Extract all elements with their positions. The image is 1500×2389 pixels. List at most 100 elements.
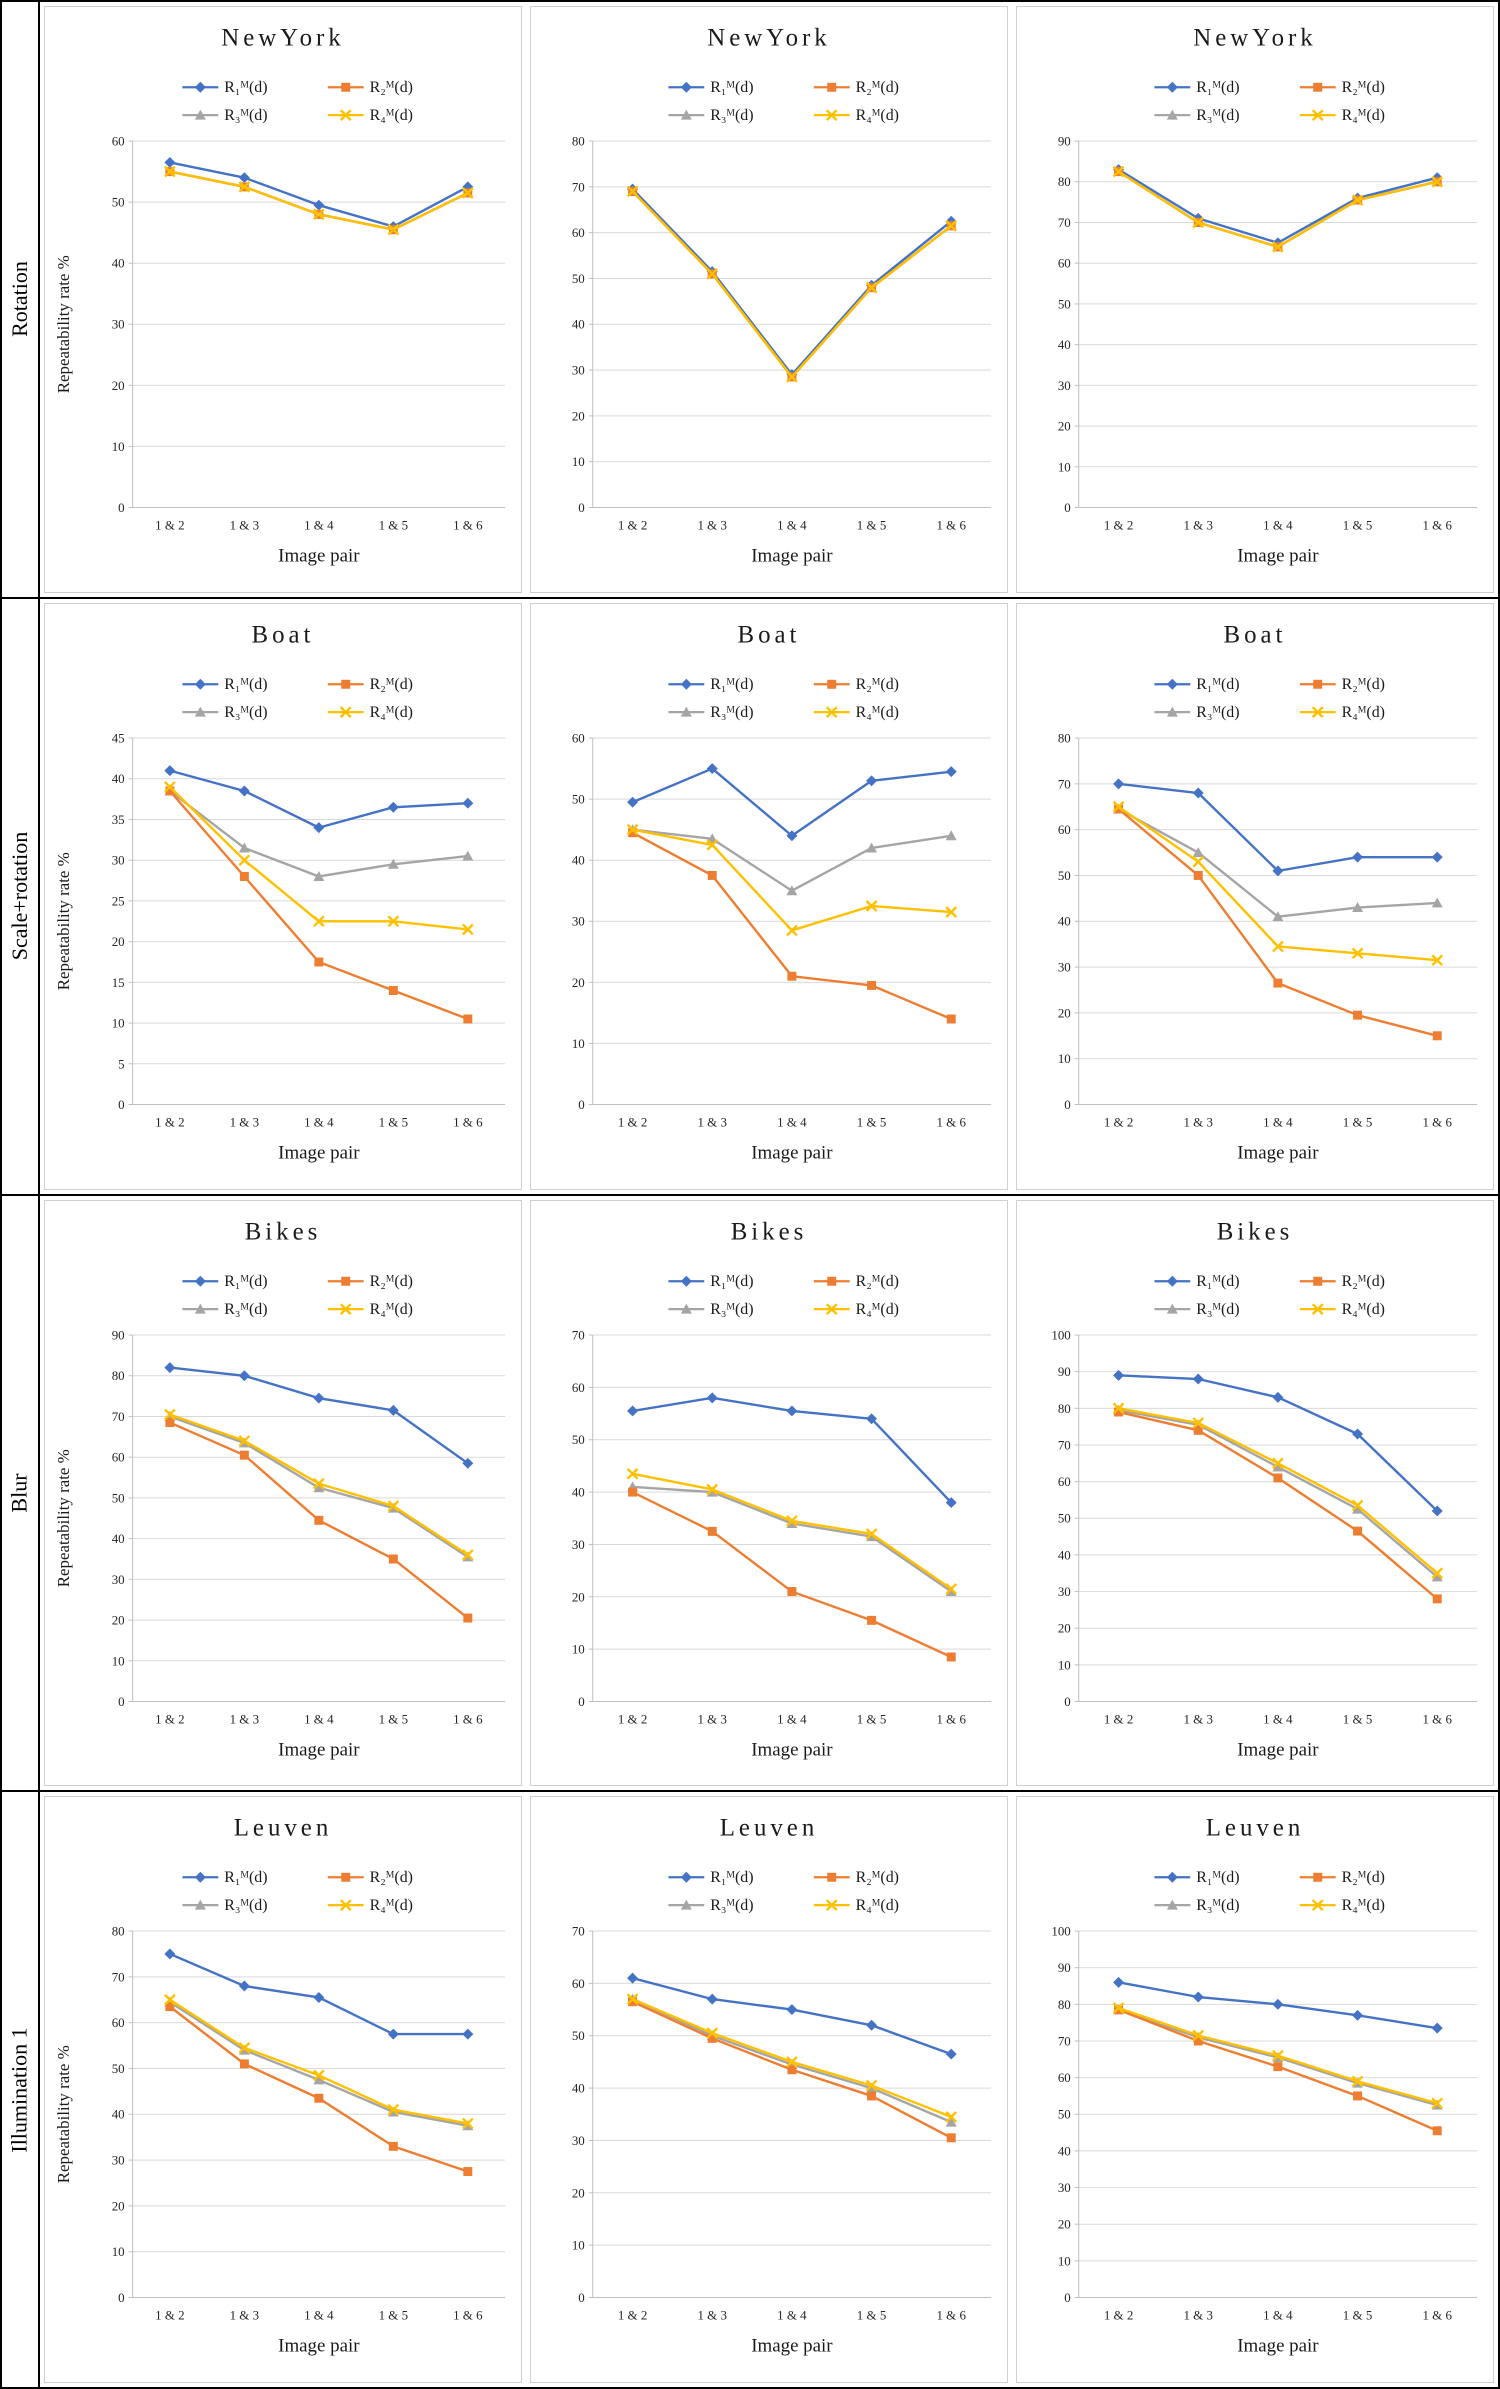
diamond-marker-icon [680,1872,692,1883]
triangle-marker-icon [786,885,798,895]
legend-label: R₁ᴹ(d) [224,676,267,693]
y-tick-label: 0 [1064,500,1070,515]
diamond-marker-icon [866,775,878,787]
square-marker-icon [1353,2091,1363,2101]
diamond-marker-icon [1272,1999,1284,2011]
diamond-marker-icon [627,1972,639,1984]
diamond-marker-icon [1272,1391,1284,1403]
diamond-marker-icon [680,81,692,93]
chart-title: Bikes [1217,1218,1294,1245]
x-marker-icon [1311,109,1324,121]
x-tick-label: 1 & 6 [453,1711,483,1726]
x-axis-title: Image pair [751,2336,833,2357]
row-illumination-1: Illumination 1 Leuven R₁ᴹ(d) R₂ᴹ(d) R₃ᴹ(d) R… [2,1792,1498,2387]
x-marker-icon [1192,1416,1205,1429]
x-marker-icon [164,1994,176,2006]
x-marker-icon [1311,1899,1324,1912]
legend-label: R₂ᴹ(d) [370,79,413,96]
legend-label: R₁ᴹ(d) [710,1273,753,1290]
legend-label: R₂ᴹ(d) [1342,79,1385,96]
x-marker-icon [1272,940,1284,953]
x-marker-icon [313,915,325,927]
legend-label: R₂ᴹ(d) [370,676,413,693]
y-tick-label: 70 [1058,776,1071,791]
diamond-marker-icon [194,1872,206,1883]
square-marker-icon [463,1014,473,1024]
y-tick-label: 20 [572,2186,585,2201]
y-tick-label: 30 [1058,378,1071,393]
series-line [169,785,468,931]
diamond-marker-icon [1272,865,1284,877]
x-tick-label: 1 & 3 [1183,1711,1212,1726]
series-line [1117,168,1438,245]
square-marker-icon [388,985,398,995]
x-marker-icon [786,371,798,383]
diamond-marker-icon [627,796,639,808]
legend-label: R₁ᴹ(d) [1196,79,1239,96]
line-chart: NewYork R₁ᴹ(d) R₂ᴹ(d) R₃ᴹ(d) R₄ᴹ(d) 0 10 20 30 40… [1058,24,1478,566]
y-tick-label: 80 [572,134,585,149]
diamond-marker-icon [1352,851,1364,863]
diamond-marker-icon [1166,1872,1178,1883]
diamond-marker-icon [194,678,206,690]
legend-label: R₁ᴹ(d) [1196,676,1239,693]
x-marker-icon [238,181,251,193]
legend-label: R₃ᴹ(d) [1196,704,1239,721]
diamond-marker-icon [238,1369,250,1381]
series-line [1117,170,1438,249]
chart-boat-1: Boat R₁ᴹ(d) R₂ᴹ(d) R₃ᴹ(d) R₄ᴹ(d) 0 5 10 15 20 25 30… [44,602,522,1190]
x-tick-label: 1 & 4 [777,517,807,532]
y-tick-label: 70 [572,1327,585,1342]
x-tick-label: 1 & 2 [1104,1114,1133,1129]
x-marker-icon [164,1408,176,1420]
y-tick-label: 30 [112,317,125,332]
x-axis-title: Image pair [1237,545,1319,566]
series-line [1118,782,1438,872]
x-axis-title: Image pair [751,1142,833,1163]
x-tick-label: 1 & 5 [1343,2308,1372,2323]
legend-label: R₄ᴹ(d) [1342,1301,1385,1318]
legend-label: R₂ᴹ(d) [370,1869,413,1886]
y-tick-label: 50 [572,791,585,806]
y-tick-label: 10 [1058,459,1071,474]
x-axis-title: Image pair [1237,2336,1319,2357]
diamond-marker-icon [786,2004,798,2016]
x-tick-label: 1 & 5 [857,517,886,532]
triangle-marker-icon [1166,109,1178,120]
x-marker-icon [786,924,798,937]
series-line [1118,1410,1439,1600]
y-tick-label: 70 [1058,2034,1071,2049]
x-marker-icon [1112,800,1125,813]
y-tick-label: 10 [112,439,125,454]
square-marker-icon [827,1276,837,1286]
series-line [632,1977,952,2056]
y-tick-label: 30 [572,2133,585,2148]
y-tick-label: 35 [112,812,125,827]
y-tick-label: 30 [1058,1584,1071,1599]
x-marker-icon [626,1467,639,1480]
series-line [632,1485,952,1593]
row-label-illumination-1: Illumination 1 [2,1792,40,2387]
x-tick-label: 1 & 3 [230,517,259,532]
y-tick-label: 10 [572,1641,585,1656]
triangle-marker-icon [866,842,878,853]
square-marker-icon [388,1554,398,1563]
x-axis-title: Image pair [751,1739,833,1760]
legend-label: R₂ᴹ(d) [856,79,899,96]
y-tick-label: 50 [112,1490,125,1505]
triangle-marker-icon [680,1899,692,1910]
x-marker-icon [1431,2097,1444,2110]
square-marker-icon [1273,2062,1283,2072]
x-tick-label: 1 & 3 [230,2308,259,2323]
square-marker-icon [628,827,638,837]
y-tick-label: 50 [1058,868,1071,883]
legend-label: R₂ᴹ(d) [370,1273,413,1290]
x-marker-icon [706,2027,719,2040]
square-marker-icon [1273,1472,1283,1482]
square-marker-icon [341,1276,351,1286]
x-tick-label: 1 & 3 [697,1114,726,1129]
legend-label: R₄ᴹ(d) [856,107,899,124]
y-tick-label: 50 [572,2028,585,2043]
square-marker-icon [867,980,877,990]
legend-label: R₁ᴹ(d) [710,79,753,96]
